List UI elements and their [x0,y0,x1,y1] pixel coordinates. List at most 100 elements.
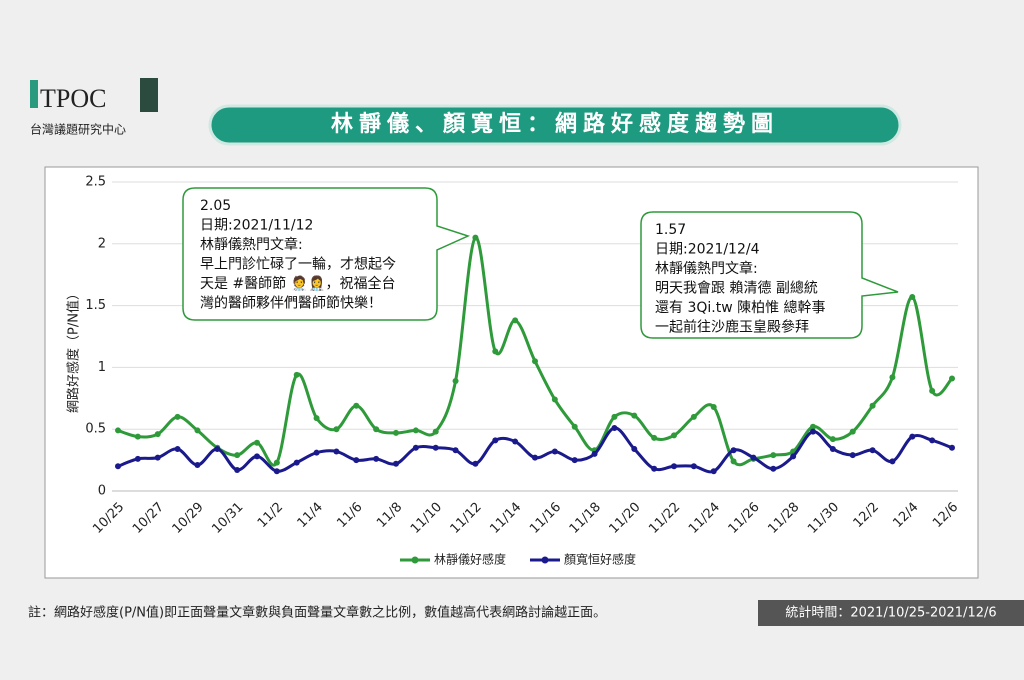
point [393,460,399,467]
period-box [758,600,1024,626]
point [810,428,816,435]
point [174,445,181,452]
y-tick-label: 0.5 [85,422,106,437]
point [472,234,479,241]
point [432,428,439,435]
point [353,402,360,409]
point [949,375,955,382]
point [730,458,737,465]
point [532,358,538,365]
callout [182,187,471,321]
point [889,458,896,465]
point [710,468,717,475]
callout [640,211,899,339]
point [631,412,638,419]
logo-mark [30,80,38,108]
annotation-line: 日期:2021/12/4 [655,242,760,258]
title-pill [208,104,902,146]
point [273,459,280,466]
point [234,466,241,473]
point [194,427,201,434]
point [651,434,658,441]
period: 統計時間：2021/10/25-2021/12/6 [785,605,996,621]
legend-marker [541,556,549,564]
logo-subtitle: 台灣議題研究中心 [30,122,126,137]
logo-mark [140,78,158,112]
point [393,429,399,436]
footer-note: 註：網路好感度(P/N值)即正面聲量文章數與負面聲量文章數之比例，數值越高代表網… [28,605,606,621]
annotation-line: 林靜儀熱門文章: [200,236,303,253]
point [849,452,856,459]
point [949,444,955,451]
point [174,413,181,420]
legend-label: 林靜儀好感度 [434,552,506,567]
legend-marker [411,556,419,564]
point [551,448,558,455]
point [909,293,916,300]
point [412,444,419,451]
point [770,452,777,459]
y-tick-label: 2.5 [85,175,106,190]
point [115,463,121,470]
point [869,402,876,409]
point [829,445,836,452]
point [333,448,340,455]
point [373,455,380,462]
point [790,453,797,460]
point [134,433,141,440]
point [293,371,300,378]
point [849,428,856,435]
point [254,439,260,446]
point [472,460,479,467]
point [651,465,658,472]
point [452,447,459,454]
point [671,463,677,470]
annotation-line: 灣的醫師夥伴們醫師節快樂！ [200,295,382,312]
point [671,432,677,439]
point [214,445,221,452]
point [929,387,936,394]
point [909,433,916,440]
annotation-line: 明天我會跟 賴清德 副總統 [655,280,818,297]
chart-title: 林靜儀、顏寬恒：網路好感度趨勢圖 [331,111,779,137]
annotation-line: 2.05 [200,198,231,214]
annotation-line: 還有 3Qi.tw 陳柏惟 總幹事 [655,299,826,316]
point [571,457,578,464]
point [194,462,201,469]
y-tick-label: 1.5 [85,298,106,313]
annotations: 2.05 日期:2021/11/12 林靜儀熱門文章: 早上門診忙碌了一輪，才想起今天… [200,198,826,336]
y-tick-label: 2 [98,236,106,251]
point [234,452,241,459]
point [432,444,439,451]
point [929,437,936,444]
point [730,447,737,454]
annotation-line: 一起前往沙鹿玉皇殿參拜 [655,319,809,336]
point [512,317,519,324]
point [889,374,896,381]
point [810,423,816,430]
point [412,427,419,434]
point [611,424,618,431]
point [611,413,618,420]
point [333,426,340,433]
point [551,396,558,403]
legend-label: 顏寬恒好感度 [564,552,636,567]
point [750,454,757,461]
point [154,431,161,438]
point [353,457,360,464]
annotation-line: 早上門診忙碌了一輪，才想起今 [200,256,396,273]
point [690,463,697,470]
point [492,348,499,355]
point [134,455,141,462]
point [254,453,260,460]
point [293,459,300,466]
point [631,445,638,452]
point [690,413,697,420]
point [532,454,538,461]
point [710,403,717,410]
y-axis-label: 網路好感度（P/N值） [66,287,82,413]
point [591,450,598,457]
point [492,437,499,444]
